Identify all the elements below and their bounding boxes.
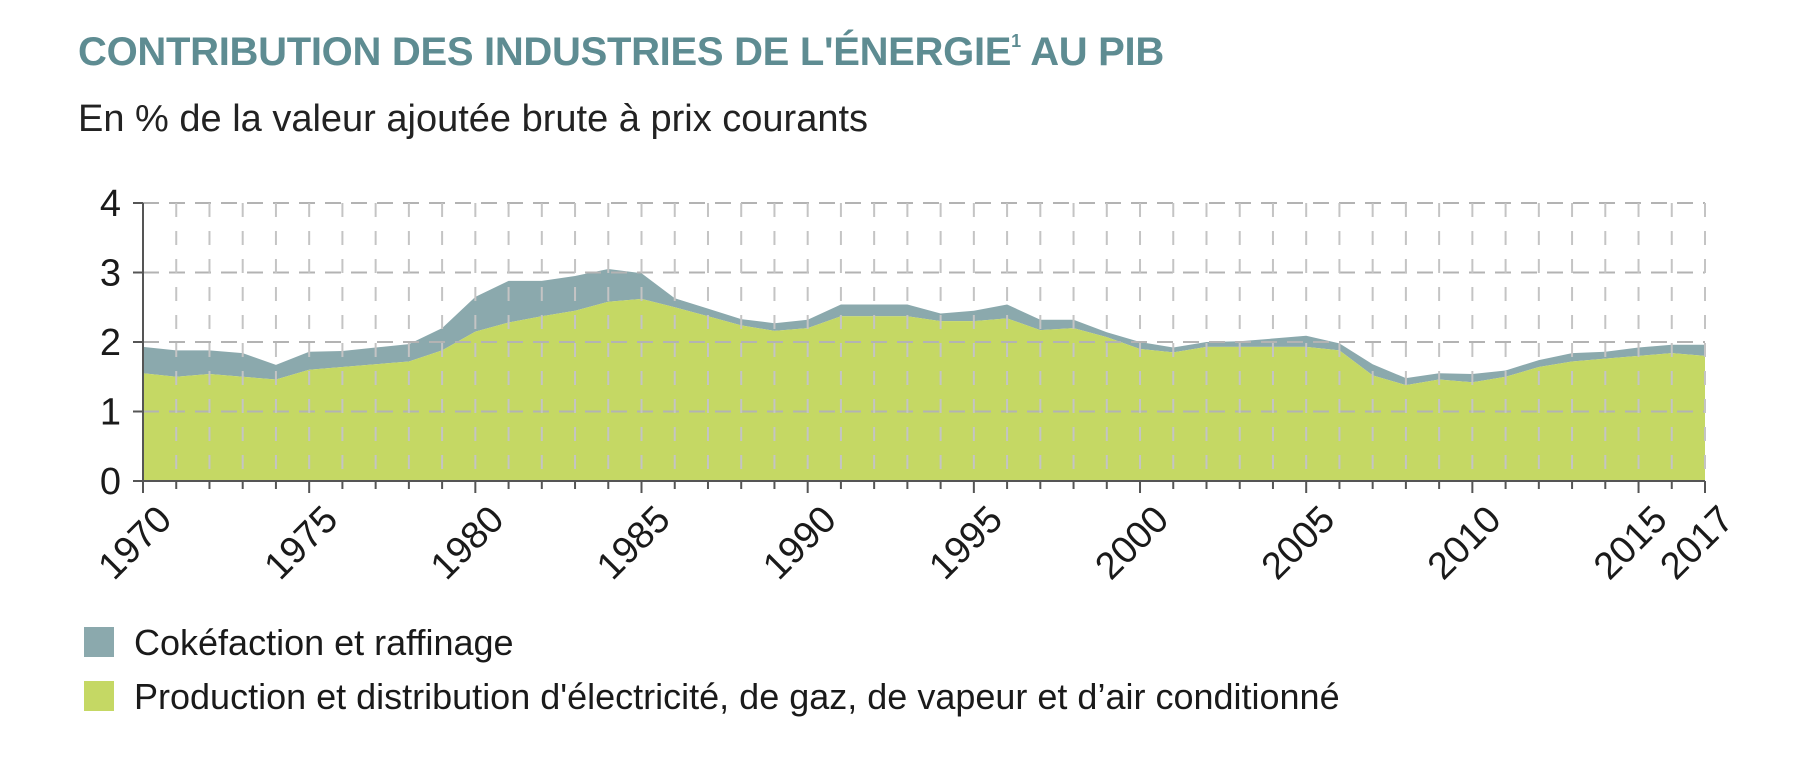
- chart-title-end: AU PIB: [1020, 30, 1164, 74]
- y-tick-label: 3: [100, 253, 121, 295]
- x-tick-label: 2000: [1088, 498, 1177, 587]
- x-tick-label: 1970: [91, 498, 180, 587]
- x-tick-label: 1995: [921, 498, 1010, 587]
- area-series-cokefaction: [143, 269, 1705, 386]
- chart-subtitle: En % de la valeur ajoutée brute à prix c…: [78, 98, 869, 140]
- x-tick-label: 1990: [755, 498, 844, 587]
- x-tick-label: 2015: [1586, 498, 1675, 587]
- y-tick-label: 4: [100, 183, 121, 225]
- y-tick-label: 1: [100, 392, 121, 434]
- chart-title-footnote-mark: 1: [1011, 30, 1021, 51]
- x-tick-label: 1975: [257, 498, 346, 587]
- x-tick-label: 1985: [589, 498, 678, 587]
- legend-item-cokefaction: Cokéfaction et raffinage: [84, 622, 514, 664]
- legend-label-production: Production et distribution d'électricité…: [134, 676, 1340, 717]
- area-series-production: [143, 298, 1705, 481]
- legend-swatch-production: [84, 681, 114, 712]
- x-tick-label: 2005: [1254, 498, 1343, 587]
- x-tick-label: 2017: [1653, 498, 1742, 587]
- x-tick-label: 2010: [1420, 498, 1509, 587]
- chart-title: CONTRIBUTION DES INDUSTRIES DE L'ÉNERGIE…: [78, 30, 1164, 75]
- legend-swatch-cokefaction: [84, 627, 114, 658]
- legend-label-cokefaction: Cokéfaction et raffinage: [134, 622, 514, 663]
- legend-item-production: Production et distribution d'électricité…: [84, 676, 1340, 718]
- chart-title-text: CONTRIBUTION DES INDUSTRIES DE L'ÉNERGIE: [78, 30, 1012, 74]
- area-chart: 0 1 2 3 4 1970 1975 1980 1985 1990 1995 2000 2005 201…: [91, 183, 1742, 588]
- x-tick-label: 1980: [423, 498, 512, 587]
- y-tick-label: 0: [100, 461, 121, 503]
- y-tick-label: 2: [100, 322, 121, 364]
